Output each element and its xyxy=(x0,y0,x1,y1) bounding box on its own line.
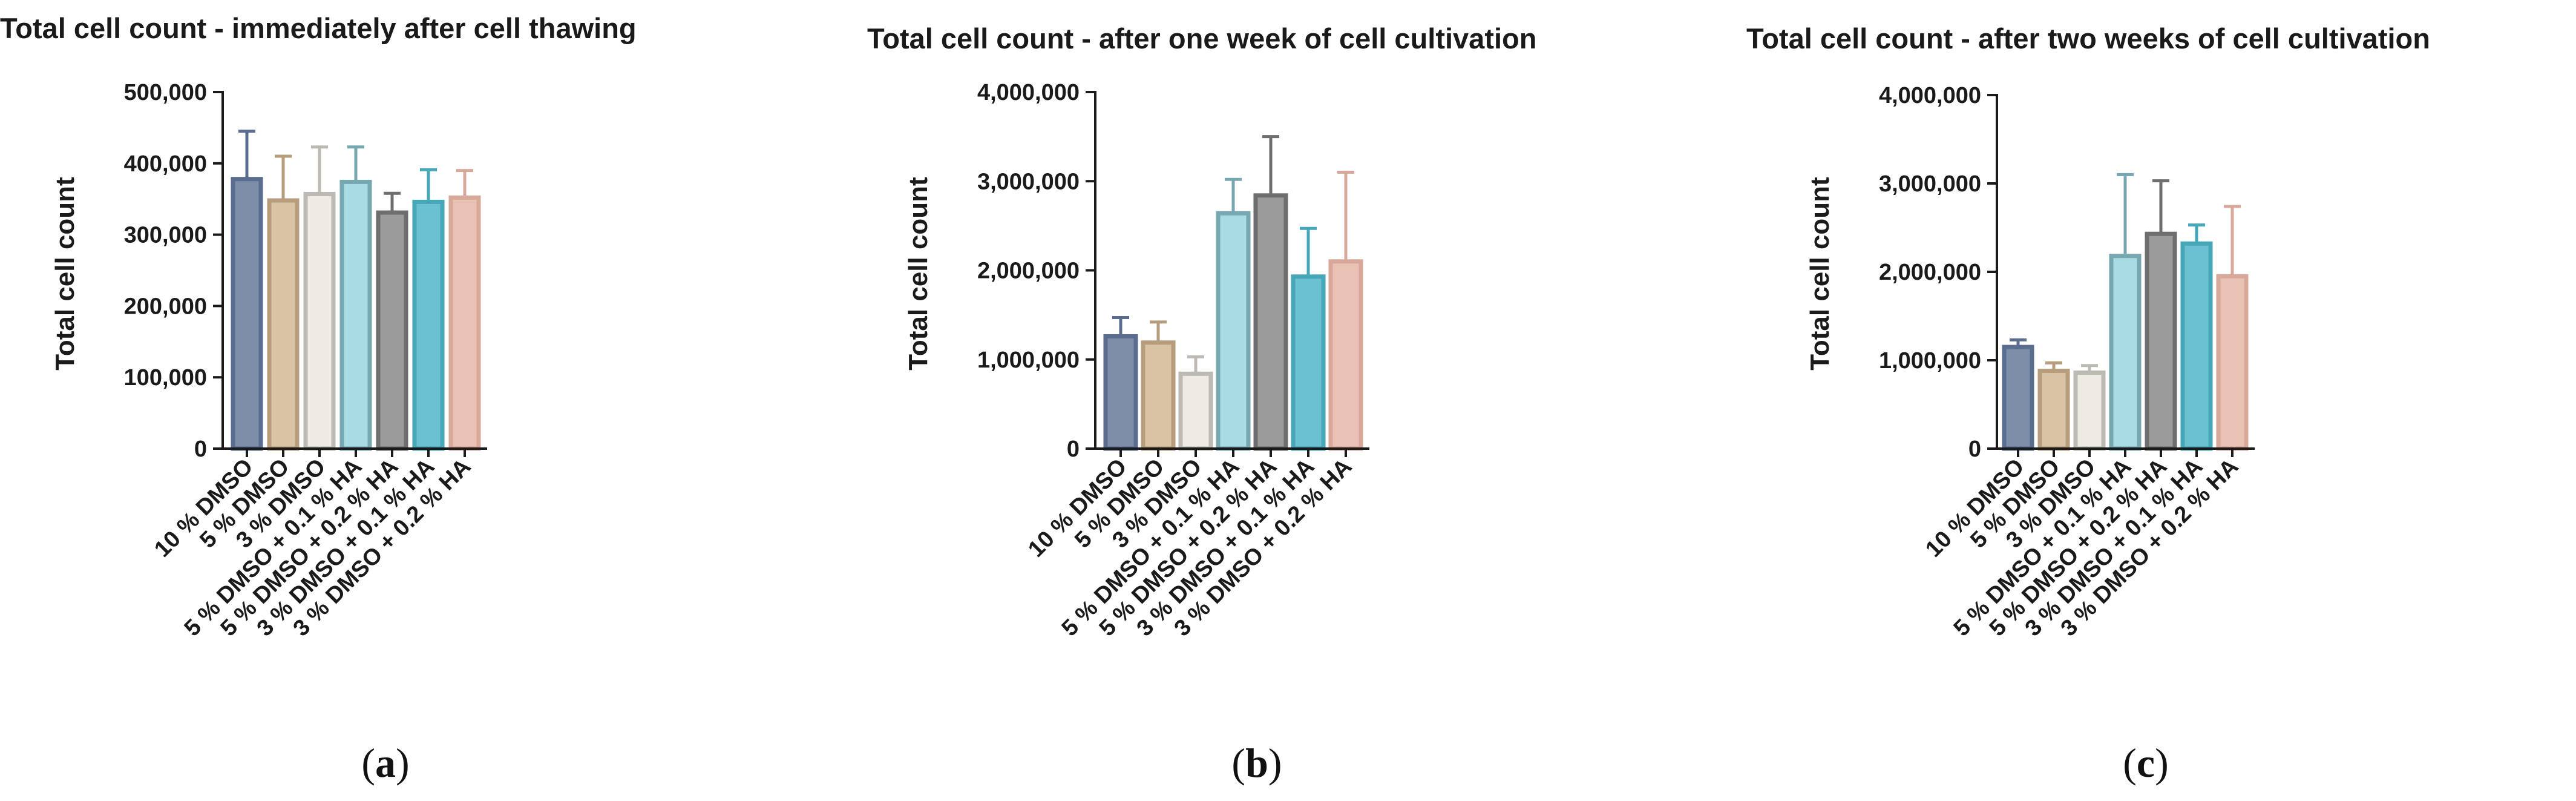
y-axis-label: Total cell count xyxy=(903,177,933,371)
bar xyxy=(412,199,445,451)
y-tick-label: 500,000 xyxy=(124,80,207,105)
bar xyxy=(1178,371,1213,451)
chart-title: Total cell count - immediately after cel… xyxy=(0,12,637,44)
plot-area: 01,000,0002,000,0003,000,0004,000,00010 … xyxy=(977,80,1369,641)
bar xyxy=(448,195,481,451)
y-tick-label: 2,000,000 xyxy=(1879,260,1981,285)
y-axis-label: Total cell count xyxy=(50,177,80,371)
chart-title: Total cell count - after two weeks of ce… xyxy=(1746,22,2430,54)
y-tick-label: 1,000,000 xyxy=(1879,348,1981,374)
chart-panel-c: Total cell count - after two weeks of ce… xyxy=(1746,22,2430,786)
bar xyxy=(2037,369,2070,451)
y-tick-label: 1,000,000 xyxy=(977,348,1080,373)
panel-label: (a) xyxy=(361,740,409,786)
y-tick-label: 0 xyxy=(1968,437,1981,462)
panel-label: (c) xyxy=(2123,740,2169,786)
y-tick-label: 400,000 xyxy=(124,151,207,177)
y-axis-label: Total cell count xyxy=(1805,177,1835,371)
y-tick-label: 3,000,000 xyxy=(977,169,1080,194)
y-tick-label: 4,000,000 xyxy=(977,80,1080,105)
y-tick-label: 4,000,000 xyxy=(1879,83,1981,108)
bar xyxy=(267,198,300,451)
y-tick-label: 0 xyxy=(1067,437,1080,462)
chart-title: Total cell count - after one week of cel… xyxy=(867,22,1536,54)
bar xyxy=(2216,274,2249,451)
bar xyxy=(1253,193,1288,451)
panel-label: (b) xyxy=(1231,740,1282,786)
bar xyxy=(231,177,263,451)
y-tick-label: 3,000,000 xyxy=(1879,171,1981,197)
bar xyxy=(2180,241,2213,451)
bar xyxy=(376,210,408,451)
bar xyxy=(1328,259,1363,451)
bar xyxy=(303,191,336,451)
bar xyxy=(2145,231,2177,451)
y-tick-label: 2,000,000 xyxy=(977,259,1080,284)
chart-panel-b: Total cell count - after one week of cel… xyxy=(867,22,1536,786)
bar xyxy=(1103,334,1138,451)
bar xyxy=(1291,274,1326,451)
bar xyxy=(2002,344,2034,451)
plot-area: 01,000,0002,000,0003,000,0004,000,00010 … xyxy=(1879,83,2255,641)
chart-panel-a: Total cell count - immediately after cel… xyxy=(0,12,637,786)
y-tick-label: 100,000 xyxy=(124,365,207,391)
y-tick-label: 300,000 xyxy=(124,223,207,248)
bar xyxy=(2109,254,2142,451)
bar xyxy=(339,179,372,451)
bar xyxy=(2073,370,2106,451)
bar xyxy=(1141,340,1176,451)
bar xyxy=(1216,211,1251,451)
y-tick-label: 200,000 xyxy=(124,294,207,319)
y-tick-label: 0 xyxy=(194,437,207,462)
